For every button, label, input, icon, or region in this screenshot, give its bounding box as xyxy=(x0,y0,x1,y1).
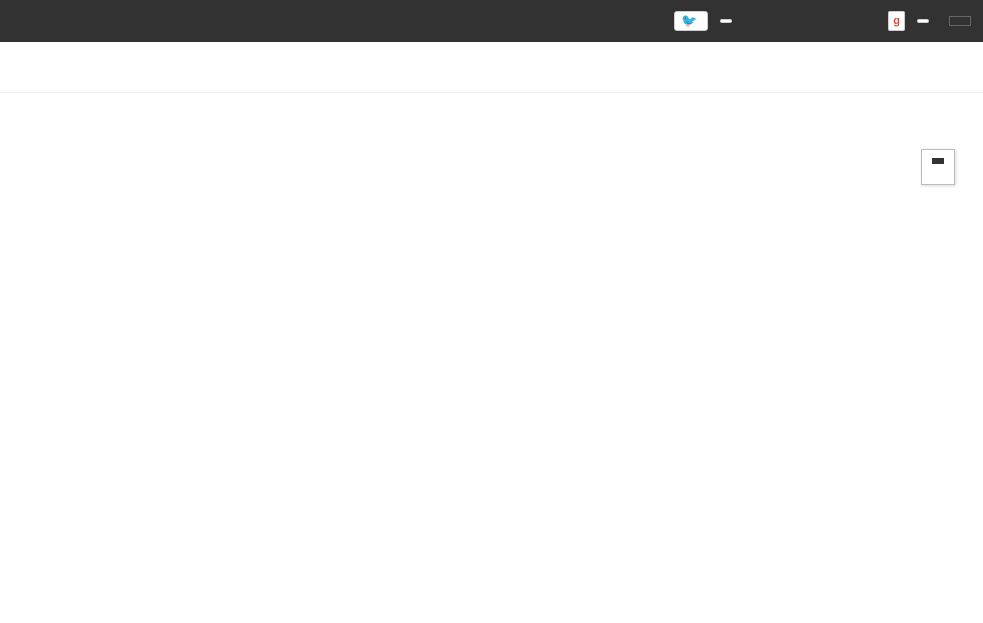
twitter-icon: 🐦 xyxy=(681,13,697,29)
chart-wrap xyxy=(290,131,963,481)
xaxis-labels xyxy=(290,481,963,485)
twitter-count xyxy=(720,19,732,23)
sidebar xyxy=(20,113,260,485)
social-buttons: 🐦 g xyxy=(674,11,929,31)
bar-chart[interactable] xyxy=(290,131,590,281)
gplus-button[interactable]: g xyxy=(888,11,905,31)
twitter-button[interactable]: 🐦 xyxy=(674,11,708,31)
brand[interactable] xyxy=(12,11,24,32)
content xyxy=(0,93,983,505)
periodismo-de-datos[interactable] xyxy=(949,16,971,26)
gplus-count xyxy=(917,19,929,23)
gplus-icon: g xyxy=(893,15,900,27)
topbar: 🐦 g xyxy=(0,0,983,42)
chart-tooltip xyxy=(921,149,955,185)
header xyxy=(0,42,983,93)
chart-area xyxy=(290,113,963,485)
tooltip-head xyxy=(932,158,944,164)
